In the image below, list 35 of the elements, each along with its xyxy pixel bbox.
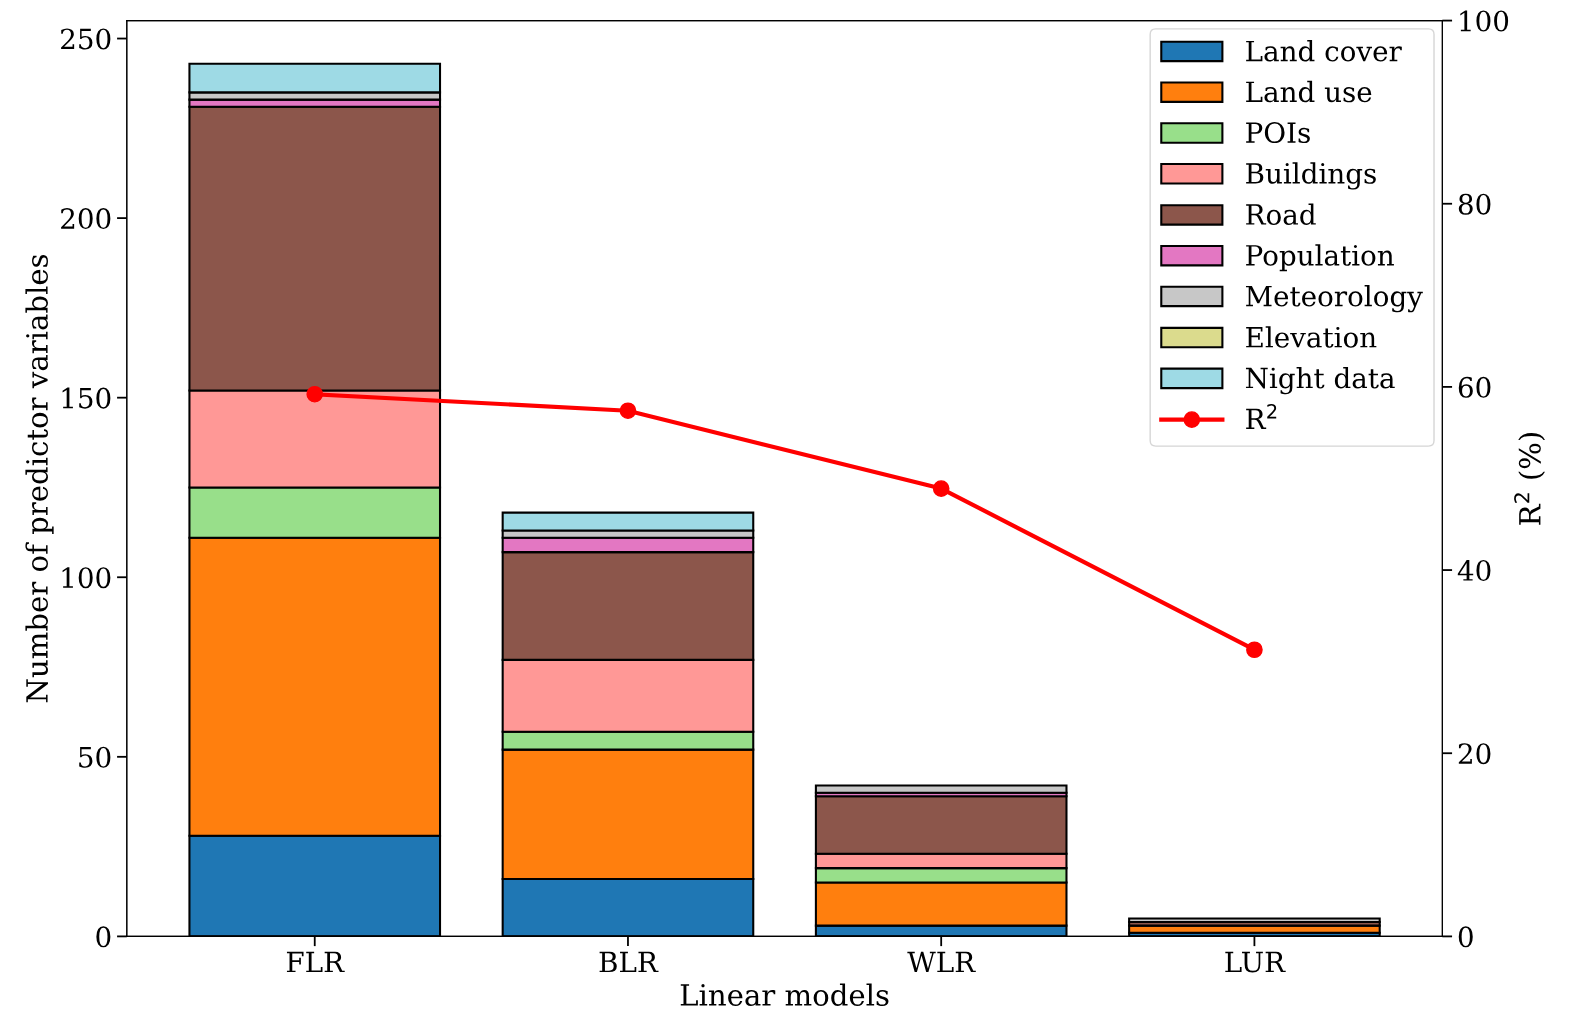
y2-tick-label: 40 bbox=[1457, 560, 1491, 582]
y-tick-label: 150 bbox=[62, 387, 111, 409]
y-tick-label: 100 bbox=[62, 567, 111, 589]
legend-label: Meteorology bbox=[1246, 285, 1423, 313]
y-axis-title: Number of predictor variables bbox=[25, 254, 54, 703]
bar bbox=[814, 784, 1068, 794]
x-tick-label: LUR bbox=[1225, 951, 1286, 973]
y-tick-label: 50 bbox=[79, 746, 111, 768]
bar bbox=[1128, 917, 1381, 924]
x-tick-label: WLR bbox=[907, 951, 976, 973]
legend-label: Population bbox=[1246, 244, 1394, 272]
y2-tick-label: 20 bbox=[1458, 743, 1491, 765]
legend-label: Night data bbox=[1245, 366, 1395, 395]
y-tick-label: 250 bbox=[61, 28, 111, 50]
legend-label: Land use bbox=[1246, 80, 1372, 103]
x-axis-title: Linear models bbox=[680, 983, 889, 1006]
y-tick-label: 200 bbox=[61, 208, 111, 230]
y2-axis-title: R$^{2}$ (%) bbox=[1514, 433, 1545, 525]
point bbox=[1246, 641, 1263, 659]
legend-label: Elevation bbox=[1246, 326, 1377, 348]
legend-label: Land cover bbox=[1246, 40, 1402, 62]
y2-tick-label: 60 bbox=[1458, 376, 1491, 398]
y2-tick-label: 80 bbox=[1458, 193, 1491, 215]
legend-label: R$^{2}$ bbox=[1246, 403, 1277, 430]
x-tick-label: BLR bbox=[599, 951, 659, 973]
point bbox=[306, 385, 324, 403]
legend-label: Road bbox=[1246, 203, 1316, 226]
x-tick-label: FLR bbox=[286, 951, 345, 973]
point bbox=[932, 480, 950, 497]
y2-tick-label: 0 bbox=[1458, 926, 1473, 948]
legend-label: Buildings bbox=[1246, 162, 1376, 190]
legend-label: POIs bbox=[1246, 122, 1310, 144]
y2-tick-label: 100 bbox=[1460, 10, 1509, 32]
y-tick-label: 0 bbox=[96, 926, 111, 948]
point bbox=[619, 402, 637, 420]
